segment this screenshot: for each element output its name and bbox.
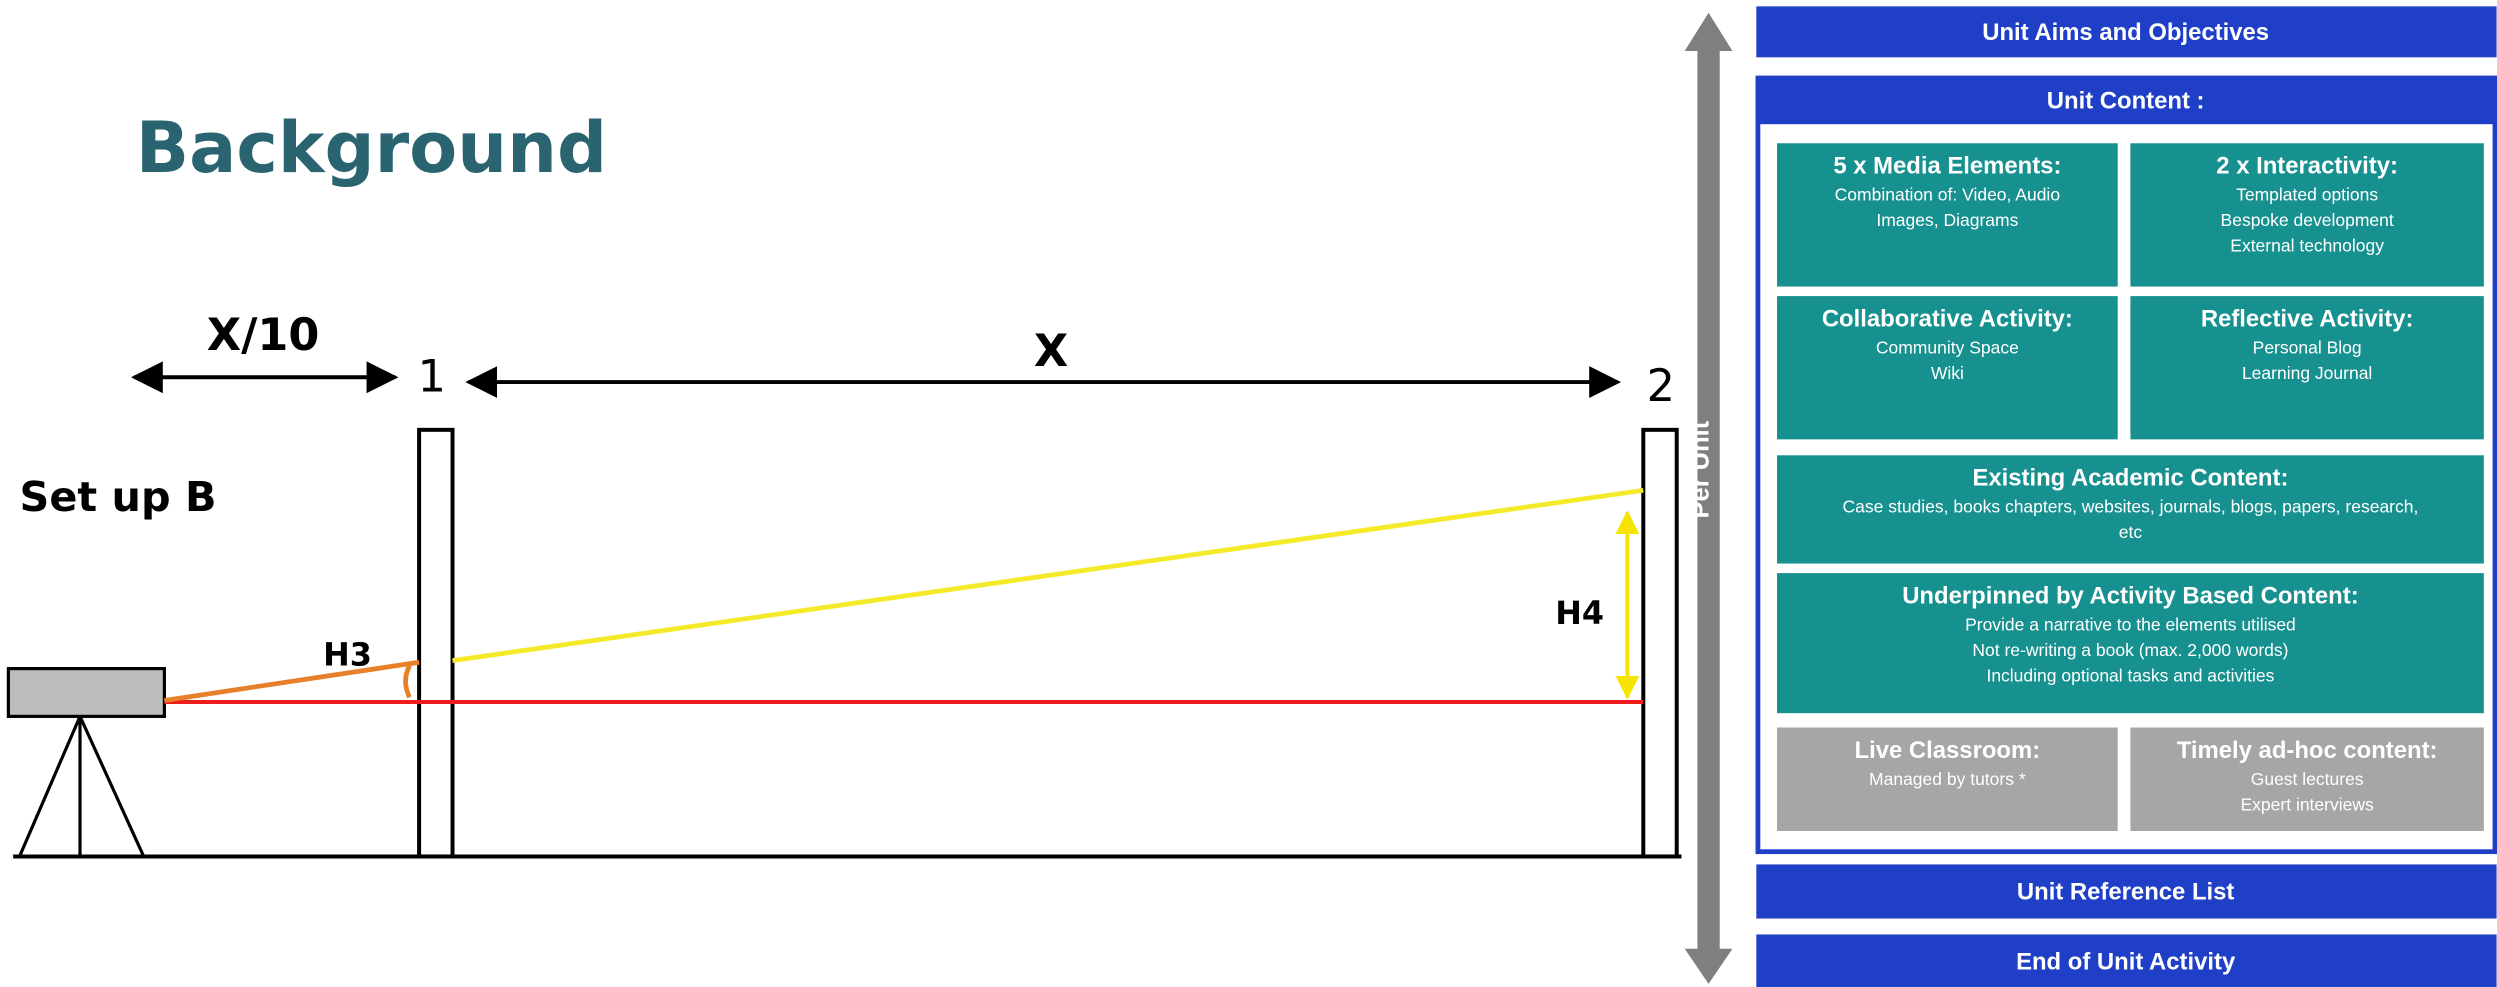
content-box <box>1777 727 2118 831</box>
box-title: Collaborative Activity: <box>1822 305 2073 332</box>
box-title: Live Classroom: <box>1855 737 2041 764</box>
bottom-bar-label: Unit Reference List <box>2017 878 2234 905</box>
top-bar-label: Unit Aims and Objectives <box>1982 19 2269 46</box>
content-box <box>1777 573 2484 714</box>
bottom-bar <box>1756 934 2497 987</box>
post-label: 2 <box>1647 360 1675 412</box>
box-line: Provide a narrative to the elements util… <box>1965 614 2296 634</box>
h3-marker <box>403 664 412 699</box>
distance-label: X/10 <box>207 309 320 361</box>
bottom-bar <box>1756 864 2497 919</box>
height-label: H3 <box>323 635 372 673</box>
content-box <box>2130 296 2484 440</box>
content-header <box>1757 78 2495 125</box>
box-line: Wiki <box>1931 363 1964 383</box>
box-title: Existing Academic Content: <box>1972 465 2288 492</box>
setup-label: Set up B <box>20 473 217 521</box>
distance-label: X <box>1034 325 1068 377</box>
box-line: Combination of: Video, Audio <box>1835 185 2060 205</box>
side-label: Per Unit <box>1687 420 1715 518</box>
post <box>1641 427 1679 859</box>
height-label: H4 <box>1555 594 1604 632</box>
bottom-bar-label: End of Unit Activity <box>2016 948 2236 975</box>
box-line: Images, Diagrams <box>1876 210 2018 230</box>
setup-diagram: Background X/10 1 X 2 Set up B H3 H4 <box>6 107 1682 859</box>
box-line: etc <box>2119 522 2143 542</box>
box-line: Managed by tutors * <box>1869 769 2026 789</box>
unit-panel: Per Unit Unit Aims and Objectives Unit C… <box>1684 6 2497 987</box>
box-line: Not re-writing a book (max. 2,000 words) <box>1972 640 2288 660</box>
content-box <box>1777 143 2118 287</box>
content-box <box>2130 143 2484 287</box>
box-line: Guest lectures <box>2251 769 2364 789</box>
box-line: External technology <box>2230 236 2384 256</box>
box-line: Learning Journal <box>2242 363 2372 383</box>
content-header-label: Unit Content : <box>2047 87 2205 114</box>
box-line: Case studies, books chapters, websites, … <box>1843 497 2419 517</box>
box-title: Underpinned by Activity Based Content: <box>1902 582 2358 609</box>
sight-line <box>164 659 420 703</box>
post <box>417 427 455 859</box>
box-line: Including optional tasks and activities <box>1986 665 2274 685</box>
instrument <box>6 667 166 718</box>
content-box <box>1777 455 2484 564</box>
box-title: 5 x Media Elements: <box>1833 153 2061 180</box>
box-title: 2 x Interactivity: <box>2216 153 2398 180</box>
top-bar <box>1756 6 2497 58</box>
box-line: Personal Blog <box>2253 337 2362 357</box>
side-arrow <box>1684 12 1733 984</box>
tripod <box>18 715 146 858</box>
content-box <box>2130 727 2484 831</box>
box-title: Timely ad-hoc content: <box>2177 737 2438 764</box>
box-line: Community Space <box>1876 337 2019 357</box>
box-title: Reflective Activity: <box>2201 305 2414 332</box>
post-label: 1 <box>418 351 446 403</box>
content-box <box>1777 296 2118 440</box>
slide-title: Background <box>136 107 607 189</box>
box-line: Expert interviews <box>2241 794 2374 814</box>
box-line: Templated options <box>2236 185 2378 205</box>
box-line: Bespoke development <box>2221 210 2394 230</box>
sight-line <box>452 487 1644 664</box>
